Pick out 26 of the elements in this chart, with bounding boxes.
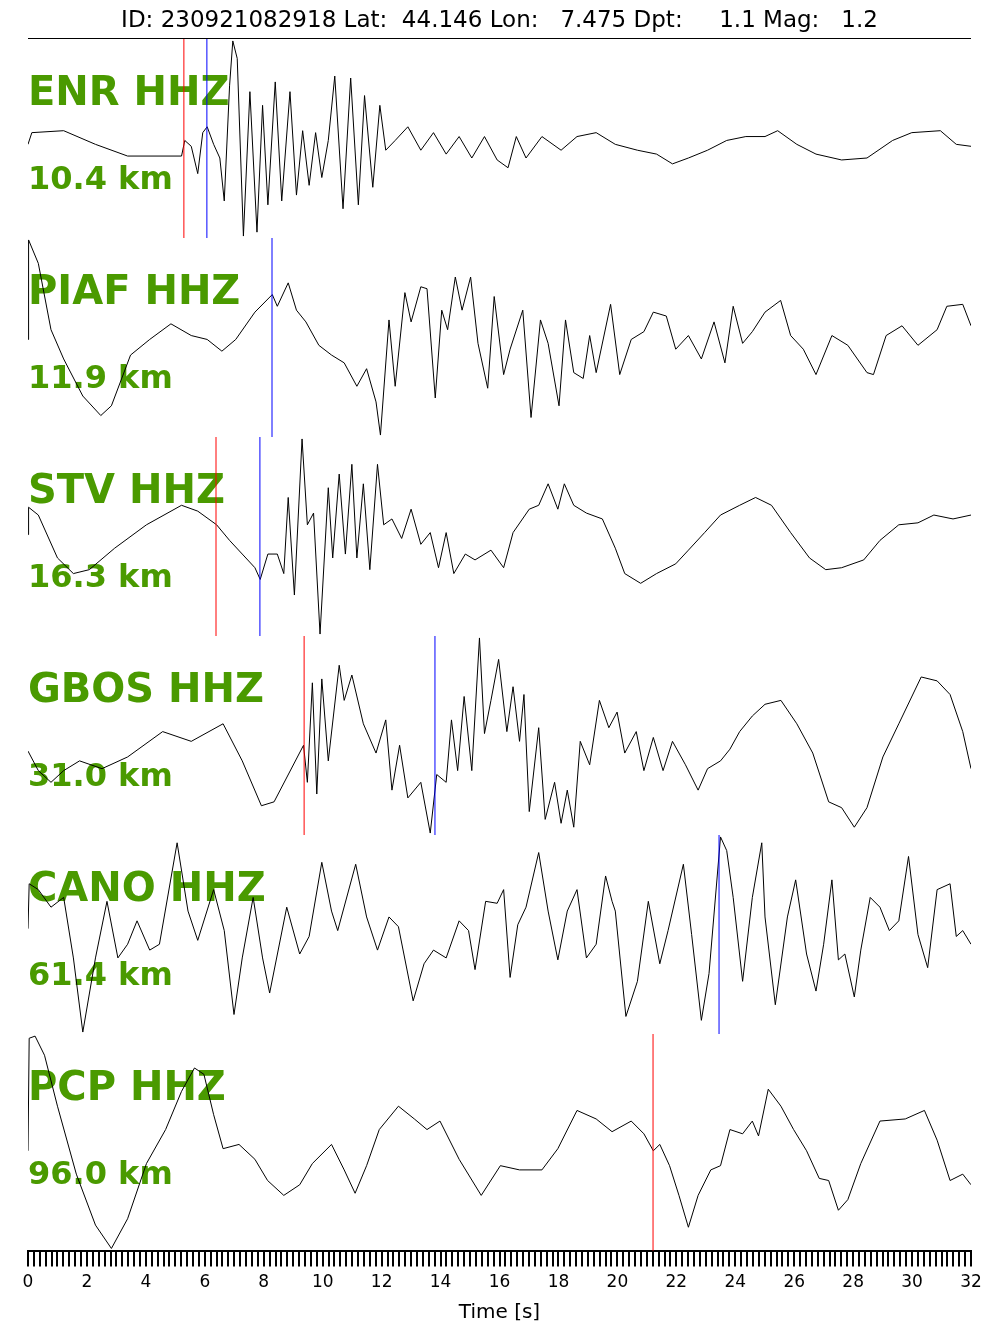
x-tick-label: 8 (258, 1271, 270, 1292)
x-axis-title: Time [s] (457, 1299, 541, 1324)
annotation: STV HHZ (28, 466, 225, 512)
annotation: 31.0 km (28, 756, 173, 794)
x-tick-label: 32 (960, 1271, 982, 1292)
x-tick-label: 14 (429, 1271, 452, 1292)
x-tick-label: 30 (901, 1271, 923, 1292)
x-tick-label: 18 (547, 1271, 570, 1292)
chart-title: ID: 230921082918 Lat: 44.146 Lon: 7.475 Dpt: 1.1 Mag: 1.2 (120, 6, 879, 32)
x-tick-label: 4 (140, 1271, 152, 1292)
x-tick-label: 12 (370, 1271, 393, 1292)
x-tick-label: 10 (311, 1271, 334, 1292)
annotation: 16.3 km (28, 557, 173, 595)
x-tick-label: 20 (606, 1271, 629, 1292)
x-tick-label: 26 (783, 1271, 806, 1292)
x-tick-label: 6 (199, 1271, 211, 1292)
x-tick-label: 2 (81, 1271, 93, 1292)
annotation: GBOS HHZ (28, 665, 265, 711)
x-tick-label: 22 (665, 1271, 688, 1292)
x-tick-label: 24 (724, 1271, 747, 1292)
annotation: PIAF HHZ (28, 267, 241, 313)
annotation: 96.0 km (28, 1154, 173, 1192)
x-tick-label: 0 (22, 1271, 34, 1292)
x-tick-label: 28 (842, 1271, 864, 1292)
annotation: 10.4 km (28, 159, 173, 197)
x-tick-label: 16 (488, 1271, 511, 1292)
